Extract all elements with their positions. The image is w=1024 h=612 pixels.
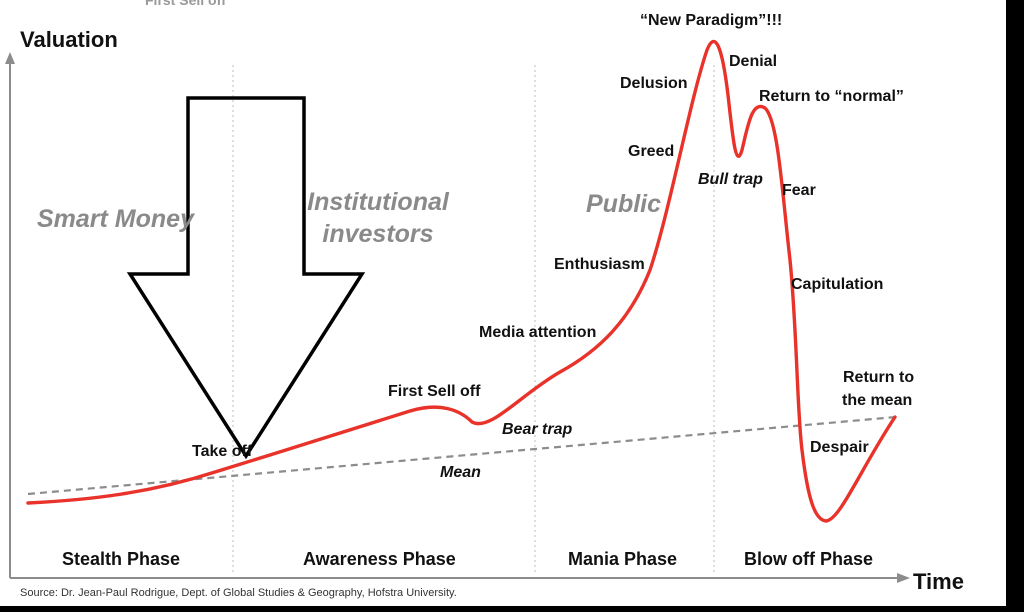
label-mean: Mean: [440, 464, 481, 481]
clipped-text: First Sell off: [145, 0, 226, 8]
bottom-border: [0, 606, 1024, 612]
mean-line: [27, 415, 897, 496]
label-fear: Fear: [782, 182, 816, 199]
label-despair: Despair: [810, 439, 869, 456]
label-bull-trap: Bull trap: [698, 171, 763, 188]
group-public: Public: [586, 190, 662, 218]
phase-stealth: Stealth Phase: [62, 549, 181, 569]
label-greed: Greed: [628, 143, 675, 160]
label-new-paradigm: “New Paradigm”!!!: [640, 12, 783, 29]
y-axis-arrowhead: [5, 52, 15, 64]
x-axis-arrowhead: [897, 573, 910, 583]
phase-mania: Mania Phase: [568, 549, 678, 569]
label-return-mean-2: the mean: [842, 392, 913, 409]
label-take-off: Take off: [192, 443, 253, 460]
valuation-curve: [26, 39, 897, 523]
y-axis-title: Valuation: [20, 27, 118, 52]
label-return-mean-1: Return to: [843, 369, 915, 386]
group-smart-money: Smart Money: [37, 205, 194, 233]
label-first-sell-off: First Sell off: [388, 383, 481, 400]
label-capitulation: Capitulation: [791, 276, 884, 293]
group-institutional: Institutional investors: [307, 188, 449, 248]
label-media-attention: Media attention: [479, 324, 597, 341]
x-axis-title: Time: [913, 569, 964, 594]
label-return-normal: Return to “normal”: [759, 88, 904, 105]
label-bear-trap: Bear trap: [502, 421, 573, 438]
source-note: Source: Dr. Jean-Paul Rodrigue, Dept. of…: [20, 587, 457, 599]
down-arrow-annotation: [126, 96, 366, 460]
label-delusion: Delusion: [620, 75, 688, 92]
phase-awareness: Awareness Phase: [303, 549, 456, 569]
right-border: [1006, 0, 1024, 612]
label-enthusiasm: Enthusiasm: [554, 256, 645, 273]
label-denial: Denial: [729, 53, 778, 70]
phase-blow-off: Blow off Phase: [744, 549, 874, 569]
